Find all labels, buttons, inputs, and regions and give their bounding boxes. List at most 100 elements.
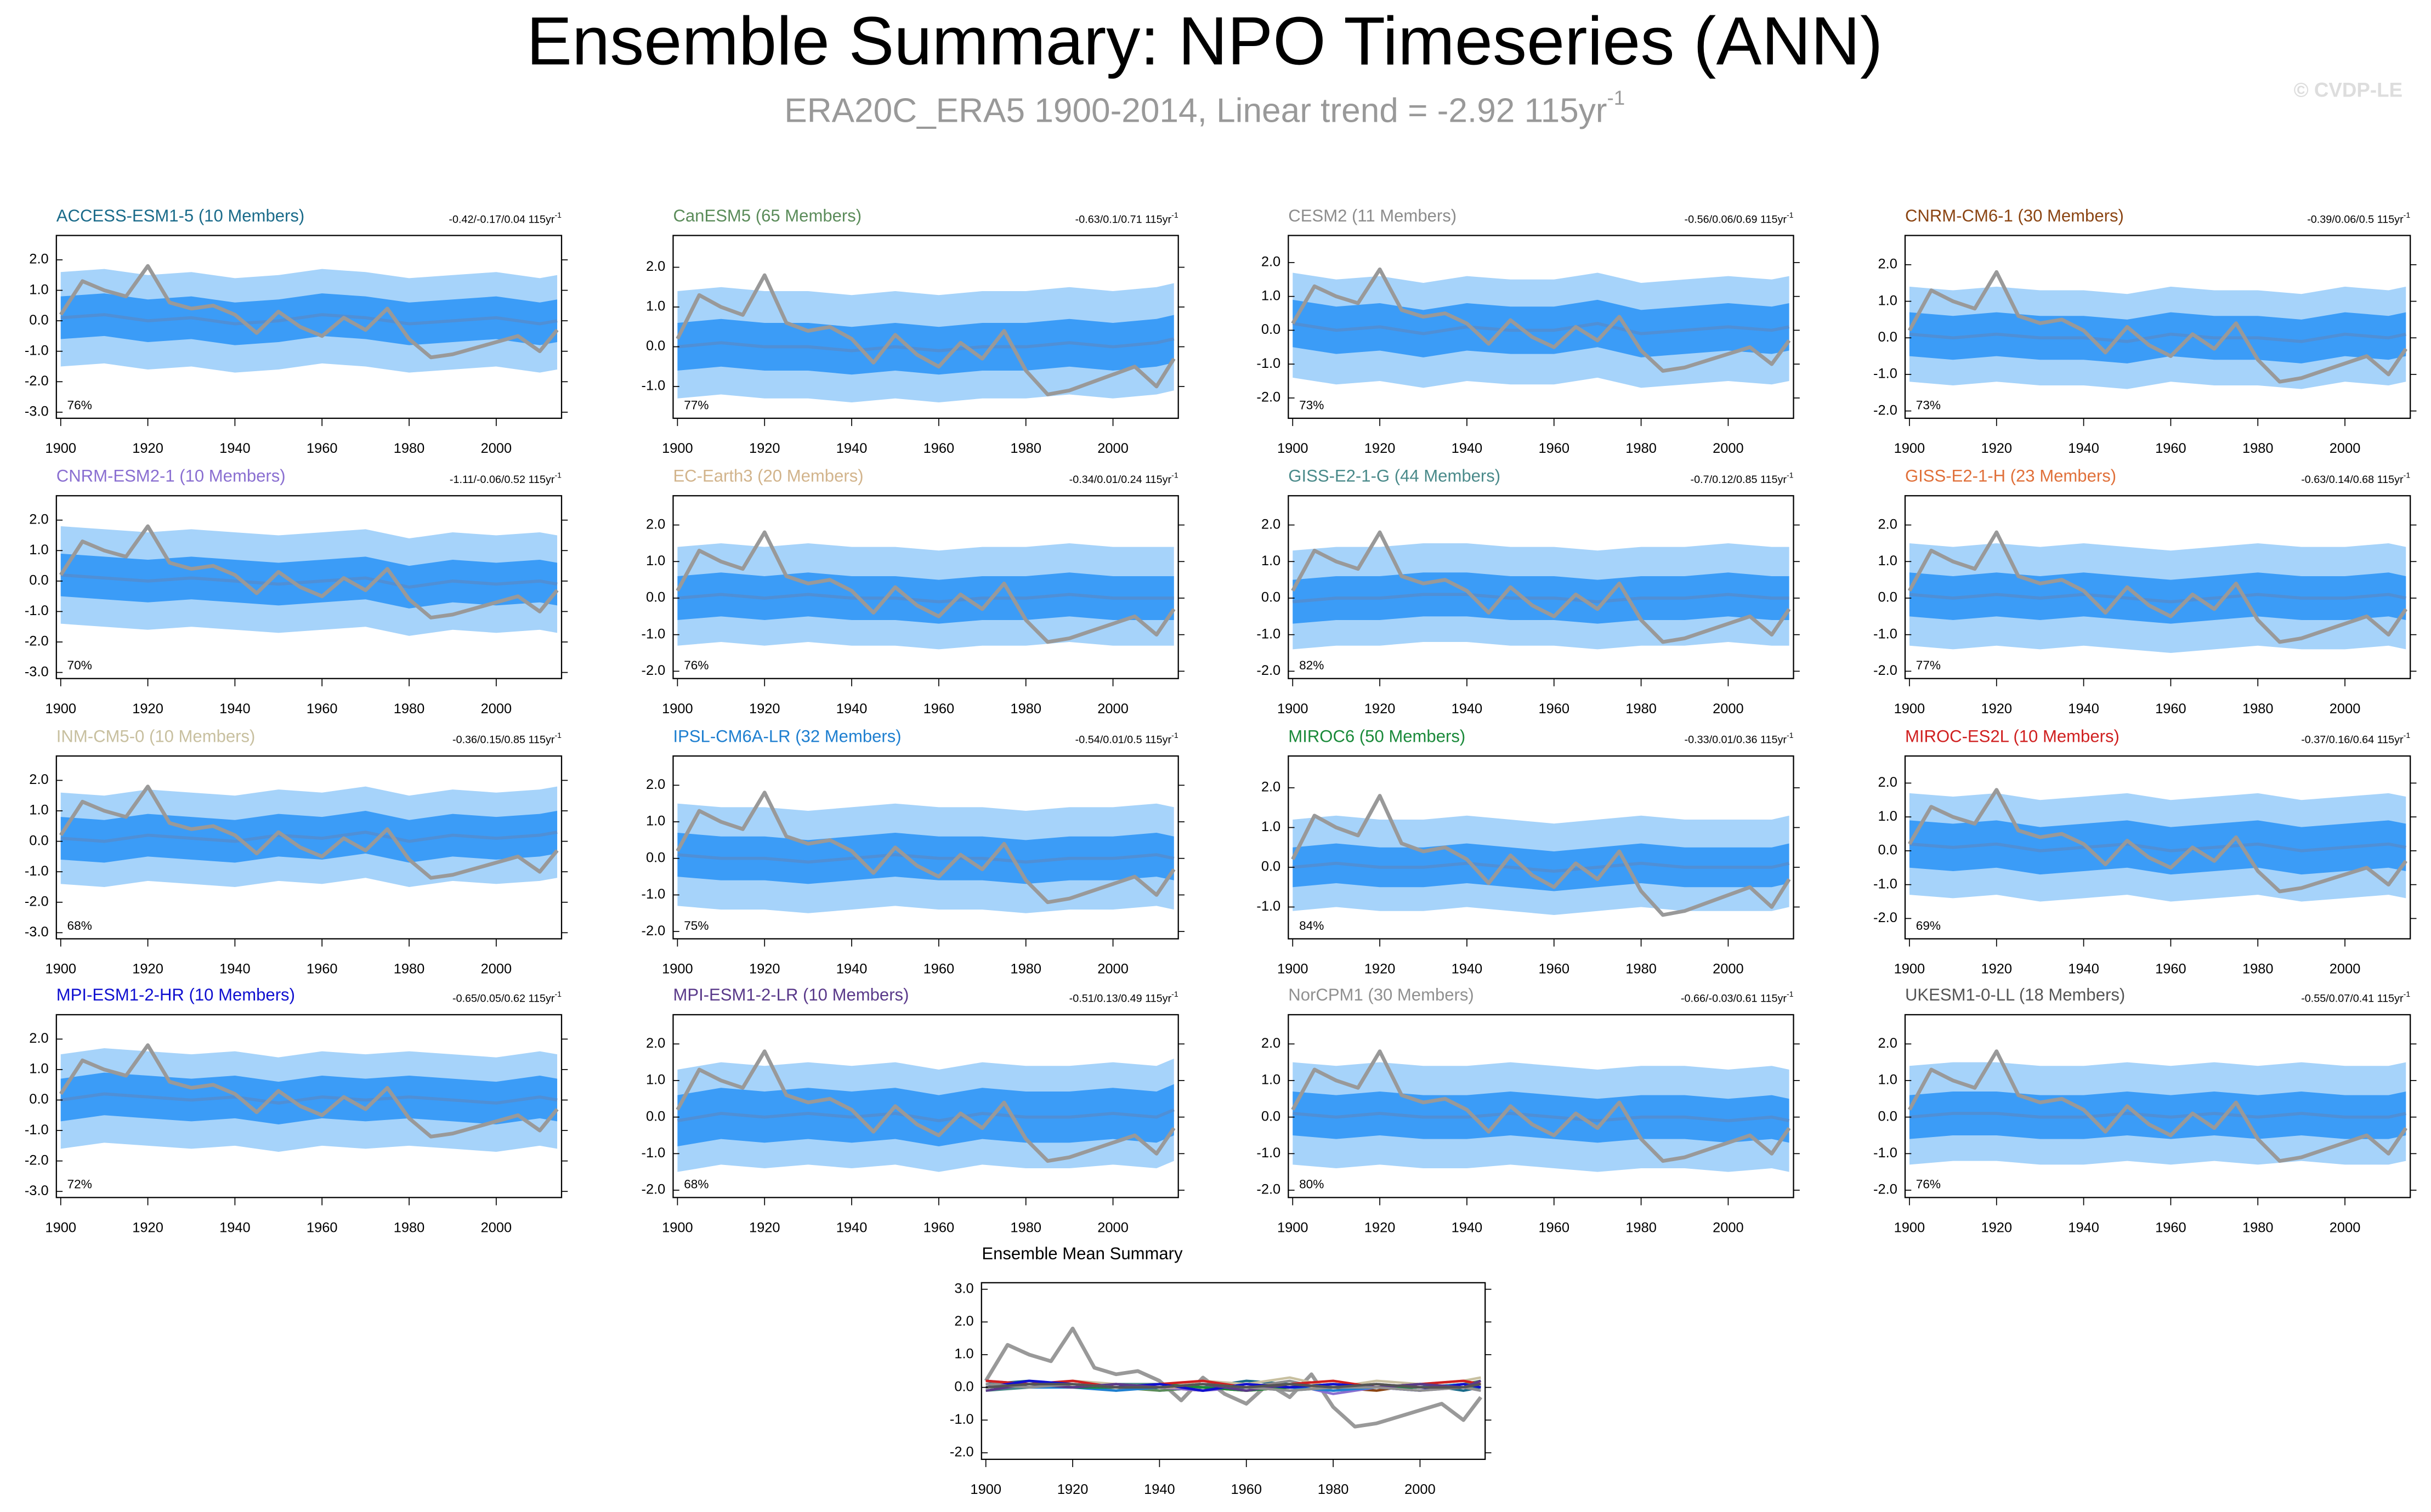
y-tick-label: 1.0 — [646, 299, 665, 314]
pattern-correlation: 82% — [1299, 658, 1324, 672]
ensemble-mean-line — [677, 593, 1174, 604]
x-tick-label: 2000 — [2330, 701, 2361, 717]
panel: 2.0 1.0 0.0 -1.0 -2.0 1900 1920 1940 1960 1980 200… — [1873, 206, 2417, 456]
panel: 2.0 1.0 0.0 -1.0 -2.0 -3.0 1900 1920 1940 1960 198… — [25, 726, 568, 977]
plot-area — [1907, 1049, 2408, 1165]
pattern-correlation: 84% — [1299, 919, 1324, 933]
panel: 3.0 2.0 1.0 0.0 -1.0 -2.0 1900 1920 1940 1960 1980… — [950, 1244, 1492, 1497]
trend-label: -0.39/0.06/0.5 115yr-1 — [2307, 211, 2410, 226]
y-tick-label: -2.0 — [25, 894, 49, 909]
trend-superscript: -1 — [2404, 990, 2411, 998]
x-tick-label: 1920 — [1364, 1220, 1396, 1236]
y-tick-label: -1.0 — [1873, 876, 1897, 891]
y-tick-label: 0.0 — [1261, 590, 1280, 605]
summary-title: Ensemble Mean Summary — [982, 1244, 1183, 1263]
y-tick-label: -2.0 — [25, 634, 49, 649]
ensemble-mean-line — [1909, 1112, 2406, 1119]
trend-superscript: -1 — [554, 731, 562, 740]
y-tick-label: -1.0 — [1256, 356, 1280, 371]
pattern-correlation: 72% — [67, 1178, 92, 1191]
y-tick-label: 1.0 — [1878, 293, 1897, 308]
plot-frame — [672, 495, 1179, 679]
x-tick-label: 1920 — [1981, 701, 2012, 717]
x-tick-label: 1980 — [394, 1220, 425, 1236]
panel: 2.0 1.0 0.0 -1.0 -2.0 -3.0 1900 1920 1940 1960 198… — [25, 206, 568, 456]
trend-label: -0.7/0.12/0.85 115yr-1 — [1691, 470, 1794, 486]
trend-text: -0.63/0.1/0.71 115yr — [1075, 213, 1172, 225]
trend-text: -0.51/0.13/0.49 115yr — [1069, 993, 1172, 1005]
y-tick-label: -2.0 — [1873, 663, 1897, 678]
y-tick-label: 2.0 — [29, 252, 48, 267]
y-tick-label: 1.0 — [29, 1061, 48, 1077]
observed-line — [59, 524, 559, 619]
y-tick-label: 1.0 — [1878, 809, 1897, 824]
pattern-correlation: 70% — [67, 658, 92, 672]
x-tick-label: 1960 — [1538, 962, 1569, 977]
panel: 2.0 1.0 0.0 -1.0 1900 1920 1940 1960 1980 2000 Can… — [642, 206, 1185, 456]
x-tick-label: 1900 — [1277, 962, 1308, 977]
panel-title: GISS-E2-1-H (23 Members) — [1905, 467, 2116, 486]
plot-area — [676, 1049, 1176, 1172]
x-tick-label: 1960 — [1538, 701, 1569, 717]
x-tick-label: 1960 — [307, 441, 338, 456]
panel-title: GISS-E2-1-G (44 Members) — [1288, 467, 1500, 486]
panel: 2.0 1.0 0.0 -1.0 -2.0 -3.0 1900 1920 1940 1960 198… — [25, 985, 568, 1236]
trend-label: -0.34/0.01/0.24 115yr-1 — [1069, 470, 1178, 486]
ensemble-mean-line — [1293, 1112, 1790, 1123]
x-tick-label: 1980 — [1010, 701, 1041, 717]
x-tick-label: 1960 — [923, 441, 955, 456]
y-tick-label: 2.0 — [1261, 780, 1280, 795]
x-tick-label: 1980 — [1625, 441, 1657, 456]
x-tick-label: 1980 — [1010, 1220, 1041, 1236]
pattern-correlation: 68% — [684, 1178, 709, 1191]
x-tick-label: 1980 — [1010, 962, 1041, 977]
trend-label: -0.37/0.16/0.64 115yr-1 — [2301, 731, 2410, 746]
x-tick-label: 1900 — [1277, 1220, 1308, 1236]
y-tick-label: 1.0 — [646, 553, 665, 569]
x-tick-label: 1920 — [1981, 962, 2012, 977]
trend-label: -0.55/0.07/0.41 115yr-1 — [2301, 990, 2410, 1005]
plot-area — [1291, 1049, 1791, 1172]
x-tick-label: 1900 — [1277, 701, 1308, 717]
observed-line — [1291, 1049, 1791, 1163]
y-tick-label: -1.0 — [1256, 1145, 1280, 1161]
y-tick-label: 1.0 — [29, 542, 48, 558]
x-tick-label: 1960 — [2155, 441, 2186, 456]
model-mean-line — [985, 1379, 1482, 1392]
y-tick-label: 2.0 — [1878, 516, 1897, 532]
x-tick-label: 1980 — [2242, 441, 2274, 456]
y-tick-label: -1.0 — [642, 886, 666, 902]
y-tick-label: -2.0 — [642, 923, 666, 939]
x-tick-label: 1900 — [1894, 701, 1925, 717]
y-tick-label: -2.0 — [1256, 663, 1280, 678]
y-tick-label: -1.0 — [1873, 1145, 1897, 1161]
y-tick-label: 1.0 — [646, 814, 665, 829]
trend-superscript: -1 — [1787, 731, 1794, 740]
y-tick-label: -2.0 — [25, 1152, 49, 1168]
watermark: © CVDP-LE — [2294, 78, 2402, 101]
x-tick-label: 1920 — [749, 1220, 780, 1236]
y-tick-label: 1.0 — [954, 1346, 973, 1362]
panel: 2.0 1.0 0.0 -1.0 -2.0 1900 1920 1940 1960 1980 200… — [1873, 467, 2417, 717]
y-tick-label: 2.0 — [646, 259, 665, 274]
ensemble-mean-line — [1909, 593, 2406, 604]
panel: 2.0 1.0 0.0 -1.0 -2.0 1900 1920 1940 1960 1980 200… — [1256, 985, 1800, 1236]
trend-text: -0.66/-0.03/0.61 115yr — [1681, 993, 1787, 1005]
inner-band — [1909, 572, 2406, 624]
x-tick-label: 1940 — [836, 1220, 868, 1236]
y-tick-label: 2.0 — [646, 516, 665, 532]
panel-title: CanESM5 (65 Members) — [673, 206, 862, 225]
y-tick-label: -1.0 — [642, 626, 666, 641]
pattern-correlation: 75% — [684, 919, 709, 933]
ensemble-mean-line — [60, 573, 558, 589]
y-tick-label: 2.0 — [1261, 1036, 1280, 1051]
x-tick-label: 1980 — [2242, 701, 2274, 717]
x-tick-label: 1920 — [132, 962, 163, 977]
x-tick-label: 1980 — [1010, 441, 1041, 456]
page-title: Ensemble Summary: NPO Timeseries (ANN) — [526, 3, 1883, 79]
x-tick-label: 1960 — [2155, 1220, 2186, 1236]
trend-superscript: -1 — [1787, 470, 1794, 479]
trend-text: -0.36/0.15/0.85 115yr — [452, 734, 555, 746]
y-tick-label: -3.0 — [25, 924, 49, 940]
